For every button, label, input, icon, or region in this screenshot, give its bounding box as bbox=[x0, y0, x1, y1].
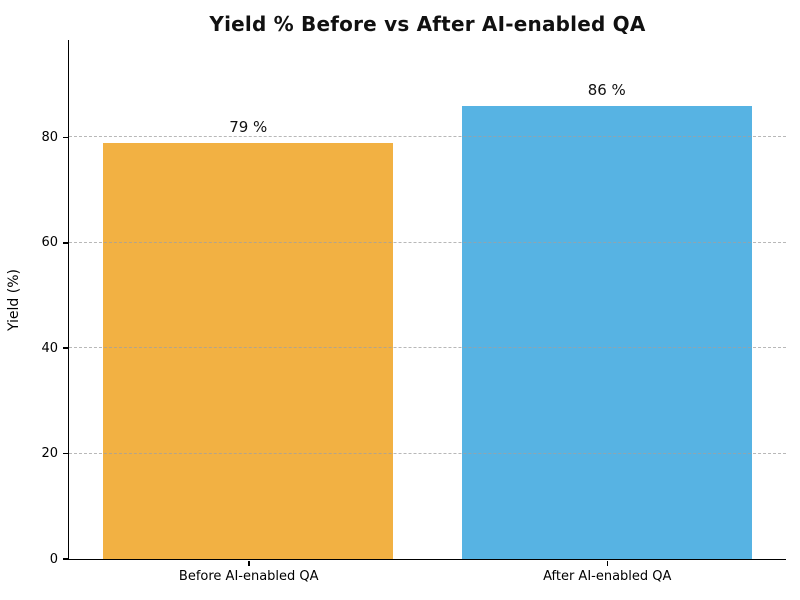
y-tick-mark bbox=[63, 452, 68, 455]
plot-area: 79 % 86 % bbox=[68, 40, 786, 560]
chart-title: Yield % Before vs After AI-enabled QA bbox=[209, 12, 646, 36]
x-tick-mark bbox=[248, 560, 250, 566]
bar-before bbox=[103, 142, 394, 559]
gridline-60 bbox=[69, 241, 786, 243]
y-tick-mark bbox=[63, 558, 68, 560]
x-tick-label: Before AI-enabled QA bbox=[178, 569, 319, 584]
gridline-80 bbox=[69, 136, 786, 138]
y-axis-label: Yield (%) bbox=[6, 268, 22, 332]
y-tick-label: 80 bbox=[41, 129, 58, 145]
y-tick-mark bbox=[63, 136, 68, 139]
y-tick-mark bbox=[63, 242, 68, 244]
bar-after bbox=[461, 105, 752, 559]
gridline-20 bbox=[69, 452, 786, 454]
gridline-40 bbox=[69, 347, 786, 349]
bar-value-label: 79 % bbox=[229, 117, 268, 136]
bar-value-label: 86 % bbox=[587, 80, 626, 99]
y-tick-label: 40 bbox=[41, 340, 58, 356]
y-tick-label: 20 bbox=[41, 446, 58, 462]
y-tick-mark bbox=[63, 347, 68, 349]
y-tick-label: 0 bbox=[49, 551, 58, 567]
x-tick-label: After AI-enabled QA bbox=[543, 569, 672, 584]
x-tick-mark bbox=[606, 560, 608, 566]
y-tick-label: 60 bbox=[41, 235, 58, 251]
